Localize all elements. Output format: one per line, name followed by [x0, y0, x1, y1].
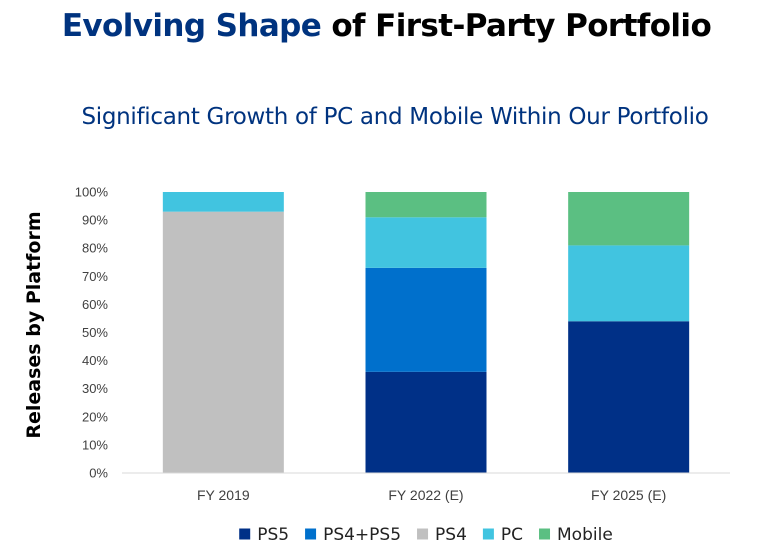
bar-segment-pc	[568, 245, 690, 322]
page-title: Evolving Shape of First-Party Portfolio	[0, 8, 773, 44]
bar-segment-ps4-ps5	[365, 267, 487, 372]
x-tick-label: FY 2019	[197, 487, 250, 503]
y-tick-label: 70%	[82, 269, 108, 284]
y-tick-label: 30%	[82, 381, 108, 396]
legend-label: PS5	[257, 525, 289, 545]
chart-subtitle: Significant Growth of PC and Mobile With…	[81, 104, 709, 130]
page-title-accent: Evolving Shape	[61, 8, 322, 44]
y-tick-label: 100%	[75, 185, 109, 200]
legend-label: PC	[501, 525, 523, 545]
legend-swatch	[239, 528, 251, 540]
bar-segment-mobile	[568, 192, 690, 246]
bars	[162, 192, 690, 474]
y-tick-label: 10%	[82, 437, 108, 452]
y-axis-label: Releases by Platform	[23, 211, 45, 438]
legend-label: Mobile	[557, 525, 613, 545]
bar-segment-ps4	[162, 211, 284, 474]
x-axis-categories: FY 2019 FY 2022 (E) FY 2025 (E)	[197, 487, 666, 503]
bar-segment-mobile	[365, 192, 487, 218]
legend-swatch	[305, 528, 317, 540]
bar-segment-ps5	[365, 371, 487, 473]
legend-swatch	[417, 528, 429, 540]
legend-label: PS4+PS5	[323, 525, 401, 545]
y-tick-label: 40%	[82, 353, 108, 368]
y-tick-label: 0%	[89, 466, 108, 481]
bar-segment-ps5	[568, 321, 690, 473]
legend-swatch	[482, 528, 494, 540]
bar-segment-pc	[162, 192, 284, 212]
bar-segment-pc	[365, 217, 487, 268]
page-title-rest: of First-Party Portfolio	[321, 8, 712, 44]
y-tick-label: 50%	[82, 325, 108, 340]
y-tick-label: 90%	[82, 213, 108, 228]
y-tick-label: 60%	[82, 297, 108, 312]
legend-swatch	[539, 528, 551, 540]
x-tick-label: FY 2022 (E)	[388, 487, 463, 503]
y-tick-label: 20%	[82, 409, 108, 424]
legend: PS5 PS4+PS5 PS4 PC Mobile	[239, 525, 613, 545]
y-axis-ticks: 0% 10% 20% 30% 40% 50% 60% 70% 80% 90% 100%	[75, 185, 109, 481]
legend-label: PS4	[435, 525, 467, 545]
y-tick-label: 80%	[82, 241, 108, 256]
x-tick-label: FY 2025 (E)	[591, 487, 666, 503]
